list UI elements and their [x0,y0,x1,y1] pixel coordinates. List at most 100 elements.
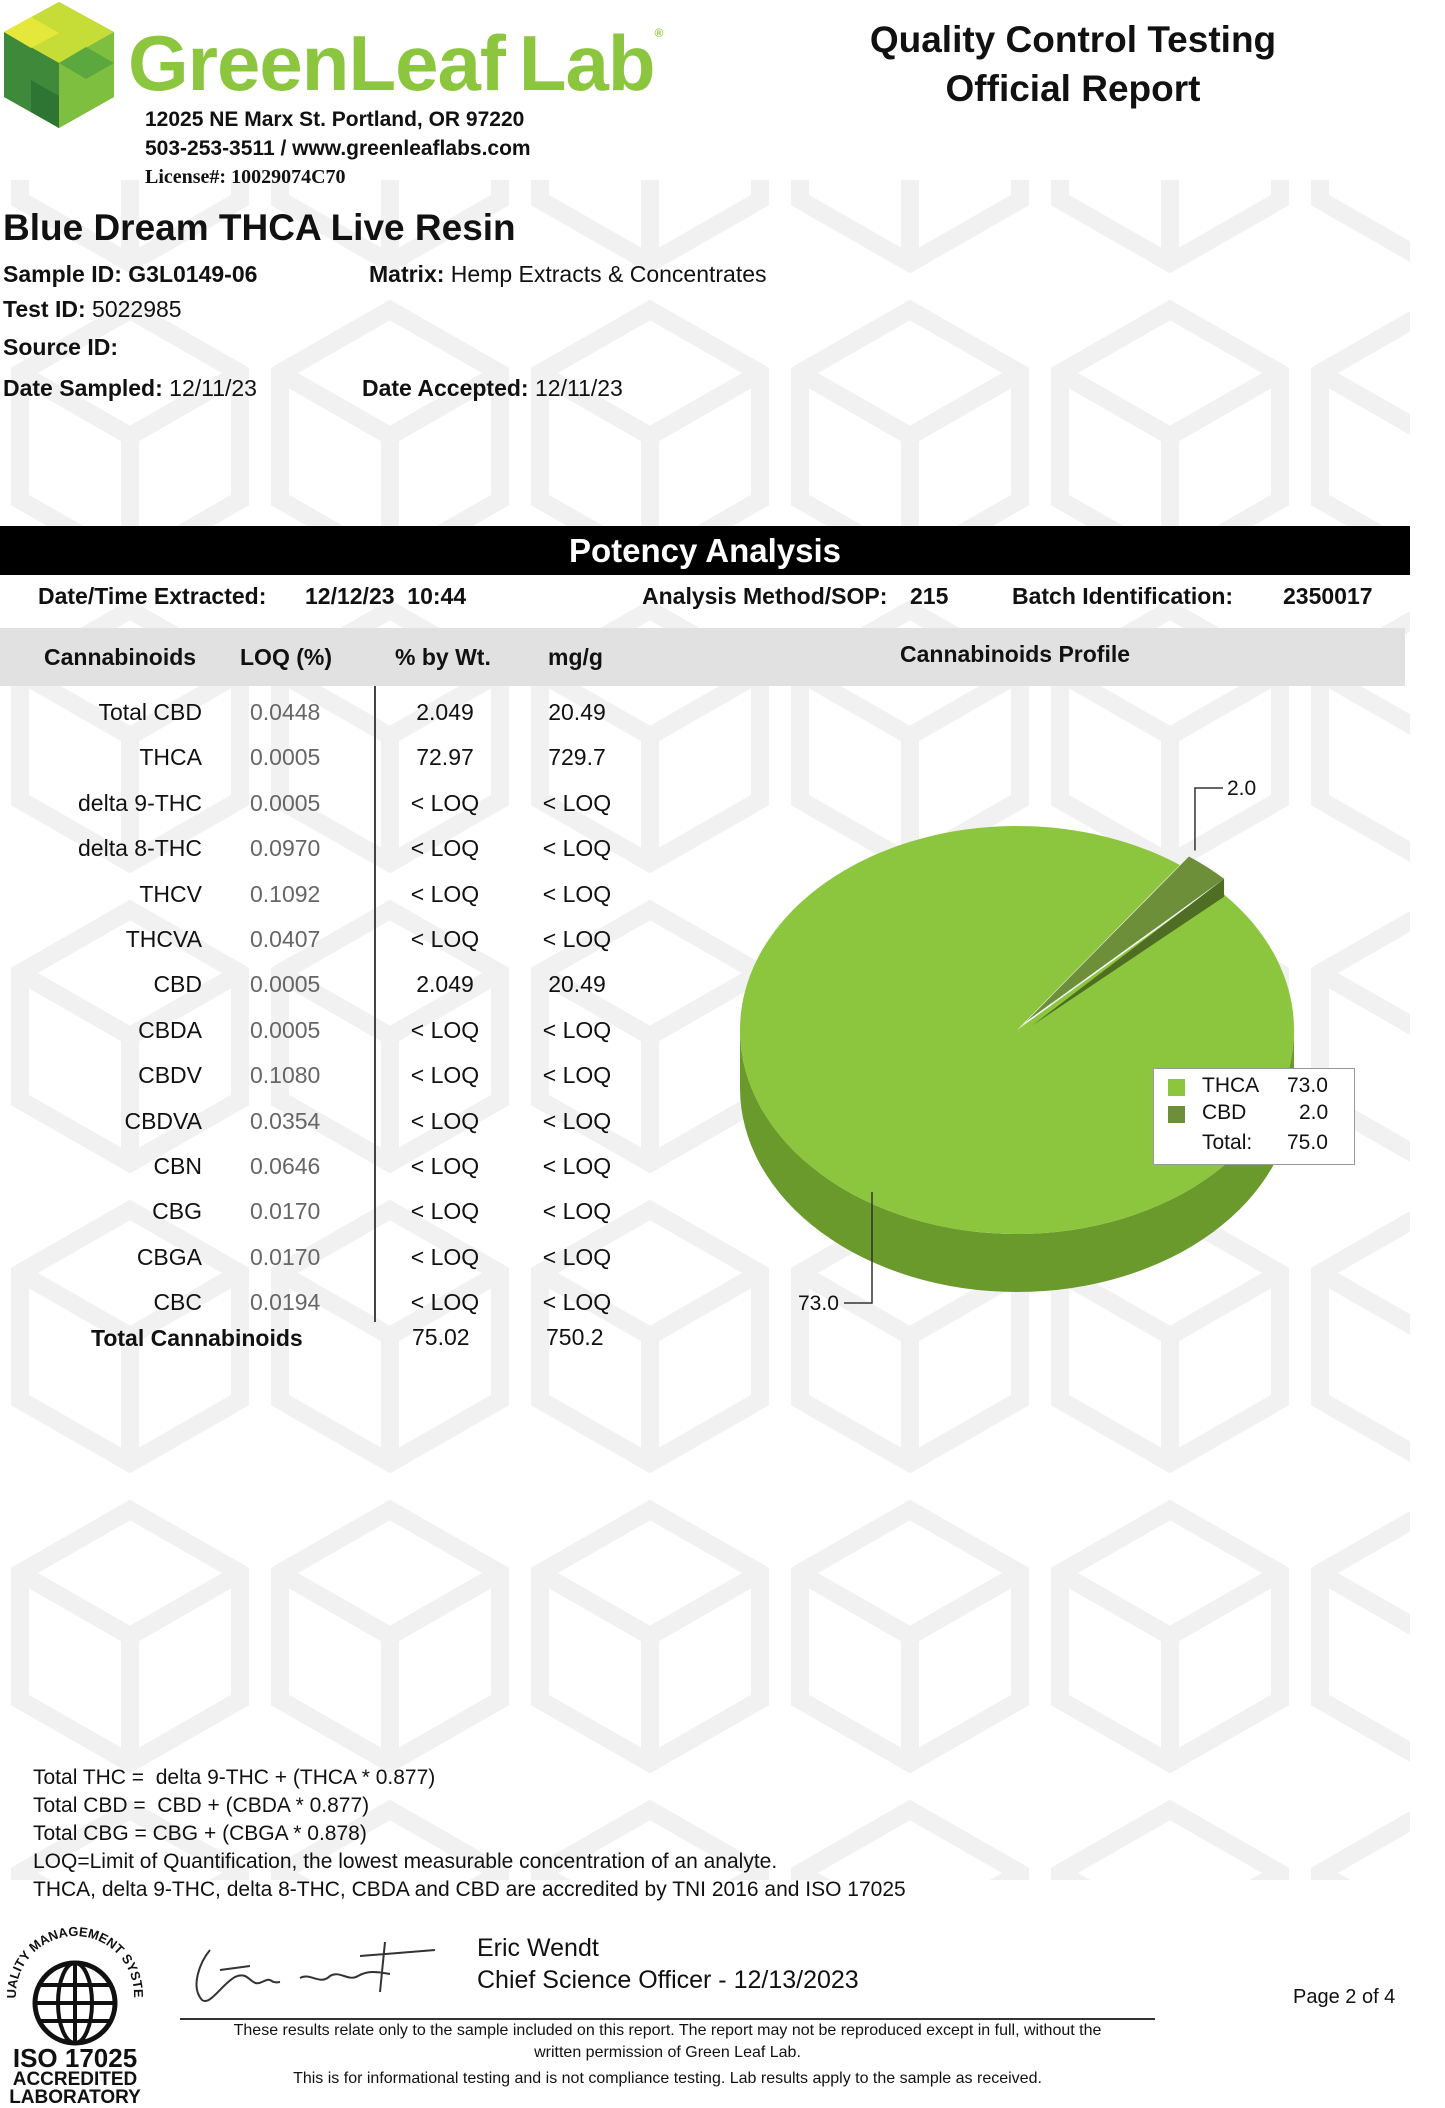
legend-item-cbd [1168,1105,1185,1129]
disclaimer-line1: These results relate only to the sample … [233,2022,1102,2039]
row-pct-by-wt: < LOQ [410,835,480,861]
row-cannabinoid-name: CBDVA [124,1108,202,1134]
row-mg-per-g: < LOQ [542,926,612,952]
pie-value-label: 2.0 [1227,777,1256,800]
footer-divider [180,2018,1155,2020]
row-loq: 0.0194 [250,1289,321,1315]
iso-accreditation-seal: QUALITY MANAGEMENT SYSTEM ISO 17025 ACCR… [0,1925,150,2108]
batch-label: Batch Identification: [1012,583,1234,609]
row-mg-per-g: < LOQ [542,1198,612,1224]
row-cannabinoid-name: THCA [139,744,202,770]
row-loq: 0.0407 [250,926,321,952]
row-pct-by-wt: < LOQ [410,1289,480,1315]
test-id: Test ID: 5022985 [3,296,182,322]
row-cannabinoid-name: Total CBD [98,699,202,725]
signatory-name: Eric Wendt [477,1934,599,1962]
cannabinoids-pie-chart: 2.0 73.0 [740,777,1294,1315]
row-cannabinoid-name: CBDA [138,1017,202,1043]
product-name: Blue Dream THCA Live Resin [3,207,516,248]
row-mg-per-g: < LOQ [542,1289,612,1315]
row-loq: 0.0448 [250,699,321,725]
note-line: LOQ=Limit of Quantification, the lowest … [33,1850,778,1873]
lab-license: License#: 10029074C70 [145,166,346,188]
date-accepted: Date Accepted: 12/11/23 [362,375,623,401]
note-line: Total CBG = CBG + (CBGA * 0.878) [33,1822,367,1845]
legend-label-thca: THCA [1202,1074,1260,1097]
disclaimer-line2: written permission of Green Leaf Lab. [534,2044,801,2061]
row-mg-per-g: < LOQ [542,790,612,816]
row-loq: 0.0646 [250,1153,321,1179]
row-cannabinoid-name: CBGA [136,1244,202,1270]
formula-notes: Total THC = delta 9-THC + (THCA * 0.877)… [33,1764,906,1904]
report-heading: Quality Control Testing Official Report [823,15,1323,113]
signatory: Eric Wendt Chief Science Officer - 12/13… [477,1932,859,1996]
col-mg: mg/g [548,644,603,670]
legend-swatch-cbd [1168,1106,1185,1123]
globe-icon: QUALITY MANAGEMENT SYSTEM [2,1925,146,2046]
report-title-line2: Official Report [945,68,1201,109]
row-pct-by-wt: 72.97 [416,744,474,770]
method-label: Analysis Method/SOP: [642,583,888,609]
row-loq: 0.0005 [250,971,321,997]
note-line: Total THC = delta 9-THC + (THCA * 0.877) [33,1766,436,1789]
row-mg-per-g: < LOQ [542,835,612,861]
row-mg-per-g: < LOQ [542,1062,612,1088]
row-loq: 0.0970 [250,835,321,861]
row-pct-by-wt: 2.049 [416,699,474,725]
row-mg-per-g: 20.49 [548,699,606,725]
lab-name: GreenLeaf Lab® [128,19,663,107]
row-mg-per-g: 20.49 [548,971,606,997]
section-title-bar: Potency Analysis [0,526,1410,575]
row-pct-by-wt: < LOQ [410,1244,480,1270]
seal-laboratory: LABORATORY [9,2087,141,2108]
row-cannabinoid-name: CBDV [138,1062,202,1088]
method-value: 215 [910,583,949,609]
legend-total-label: Total: [1202,1131,1253,1154]
row-pct-by-wt: < LOQ [410,881,480,907]
col-cannabinoids: Cannabinoids [44,644,197,670]
source-id: Source ID: [3,334,119,360]
total-pct: 75.02 [412,1324,470,1350]
row-mg-per-g: 729.7 [548,744,606,770]
page-number: Page 2 of 4 [1293,1986,1396,2008]
row-pct-by-wt: < LOQ [410,1062,480,1088]
row-cannabinoid-name: THCV [139,881,202,907]
legend-total-value: 75.0 [1287,1131,1328,1154]
row-loq: 0.0170 [250,1244,321,1270]
col-loq: LOQ (%) [240,644,332,670]
row-cannabinoid-name: CBD [153,971,202,997]
legend-value-thca: 73.0 [1287,1074,1328,1097]
table-divider [374,686,376,1322]
signature-icon [180,1932,450,2012]
total-mg: 750.2 [546,1324,604,1350]
extracted-label: Date/Time Extracted: [38,583,267,609]
row-cannabinoid-name: CBN [153,1153,202,1179]
row-loq: 0.0354 [250,1108,321,1134]
pie-value-label: 73.0 [798,1292,839,1315]
row-mg-per-g: < LOQ [542,881,612,907]
date-sampled: Date Sampled: 12/11/23 [3,375,257,401]
disclaimer-line3: This is for informational testing and is… [293,2070,1042,2087]
disclaimer: These results relate only to the sample … [180,2020,1155,2090]
row-pct-by-wt: < LOQ [410,1108,480,1134]
row-cannabinoid-name: CBC [153,1289,202,1315]
seal-iso: ISO 17025 [12,2043,138,2073]
report-title-line1: Quality Control Testing [869,19,1277,60]
row-cannabinoid-name: CBG [152,1198,202,1224]
chart-legend: THCA 73.0 CBD 2.0 Total: 75.0 [1153,1068,1355,1165]
label-leader-line [1194,787,1223,851]
legend-item-thca [1168,1078,1185,1102]
row-pct-by-wt: < LOQ [410,926,480,952]
row-cannabinoid-name: delta 9-THC [78,790,202,816]
batch-value: 2350017 [1283,583,1373,609]
row-loq: 0.1092 [250,881,321,907]
row-cannabinoid-name: delta 8-THC [78,835,202,861]
label-leader-line [844,1192,873,1304]
row-mg-per-g: < LOQ [542,1017,612,1043]
signatory-title: Chief Science Officer - 12/13/2023 [477,1966,859,1994]
row-pct-by-wt: < LOQ [410,790,480,816]
row-pct-by-wt: < LOQ [410,1198,480,1224]
pie-side-wall [740,1030,1294,1292]
total-label: Total Cannabinoids [91,1325,303,1351]
note-line: THCA, delta 9-THC, delta 8-THC, CBDA and… [33,1878,906,1901]
